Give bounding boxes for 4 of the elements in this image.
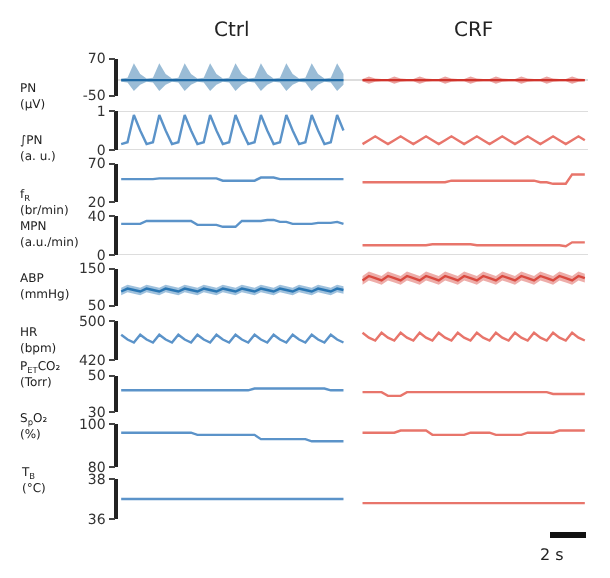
series-label: CRF [454, 20, 494, 42]
text: 2 s [540, 546, 564, 564]
line-series [119, 113, 345, 146]
series-label: Ctrl [214, 20, 250, 42]
